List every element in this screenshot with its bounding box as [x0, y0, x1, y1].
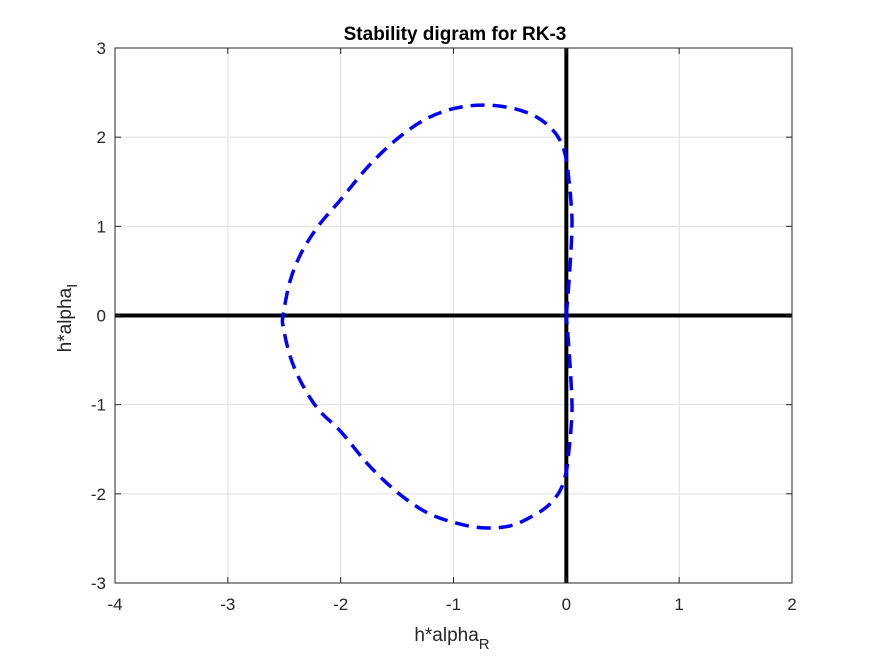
x-tick-label: -2	[333, 595, 348, 614]
stability-boundary-curve	[280, 103, 574, 530]
x-axis-label-base: h*alpha	[414, 625, 479, 646]
x-tick-label: -1	[446, 595, 461, 614]
chart-title: Stability digram for RK-3	[344, 24, 567, 45]
y-tick-label: 2	[97, 128, 106, 147]
y-tick-label: -1	[91, 396, 106, 415]
y-axis-label: h*alphaI	[55, 284, 81, 353]
x-axis-label-subscript: R	[479, 636, 490, 653]
y-axis-label-subscript: I	[64, 284, 81, 288]
y-tick-label: 1	[97, 217, 106, 236]
x-tick-label: 2	[787, 595, 796, 614]
y-axis-label-base: h*alpha	[55, 287, 76, 352]
y-tick-label: -3	[91, 574, 106, 593]
x-tick-label: 1	[674, 595, 683, 614]
x-tick-label: -3	[220, 595, 235, 614]
x-ticks: -4 -3 -2 -1 0 1 2	[107, 48, 797, 614]
x-tick-label: -4	[107, 595, 122, 614]
y-tick-label: 3	[97, 39, 106, 58]
y-ticks: -3 -2 -1 0 1 2 3	[91, 39, 792, 593]
y-tick-label: -2	[91, 485, 106, 504]
x-tick-label: 0	[562, 595, 571, 614]
y-tick-label: 0	[97, 307, 106, 326]
x-axis-label: h*alphaR	[414, 625, 489, 653]
